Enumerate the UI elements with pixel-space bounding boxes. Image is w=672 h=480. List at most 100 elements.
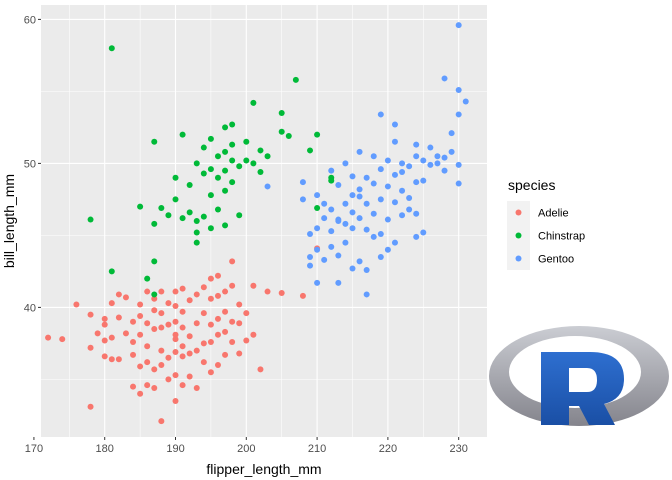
gentoo-point [391,199,398,206]
adelie-point [172,372,179,379]
chinstrap-point [222,222,229,229]
adelie-point [186,373,193,380]
gentoo-point [455,22,462,29]
chinstrap-point [222,167,229,174]
adelie-point [264,288,271,295]
adelie-point [144,288,151,295]
adelie-point [207,369,214,376]
adelie-point [158,324,165,331]
adelie-point [236,350,243,357]
adelie-point [101,315,108,322]
r-logo-letter [541,352,624,425]
chinstrap-point [222,148,229,155]
adelie-point [214,292,221,299]
gentoo-point [384,246,391,253]
gentoo-point [384,216,391,223]
adelie-point [87,311,94,318]
gentoo-point [363,266,370,273]
adelie-point [130,318,137,325]
chinstrap-point [278,110,285,116]
gentoo-point [427,144,434,151]
gentoo-point [335,182,342,188]
adelie-point [108,356,115,363]
x-tick-label: 210 [308,443,326,455]
chinstrap-point [236,163,243,170]
adelie-point [115,356,122,363]
gentoo-point [377,230,384,237]
chinstrap-point [285,133,292,140]
chinstrap-point [87,216,94,223]
adelie-point [250,282,257,289]
gentoo-point [448,130,455,137]
chinstrap-point [144,275,151,282]
y-tick-label: 60 [24,14,36,26]
adelie-point [151,385,158,392]
adelie-point [165,321,172,328]
adelie-point [101,321,108,328]
gentoo-point [399,187,406,194]
gentoo-point [349,225,356,232]
gentoo-point [420,177,427,184]
legend: species Adelie Chinstrap Gentoo [507,177,585,270]
gentoo-point [434,160,441,167]
x-axis-title: flipper_length_mm [206,461,321,477]
chinstrap-point [207,225,214,232]
adelie-point [172,331,179,338]
adelie-point [186,350,193,357]
chinstrap-point [214,206,221,213]
minor-gridlines [41,5,487,437]
gentoo-point [413,233,420,240]
gentoo-point [370,210,377,217]
chinstrap-point [193,160,200,167]
gentoo-point [377,254,384,260]
adelie-point [179,324,186,331]
gentoo-point [406,163,413,170]
legend-label-adelie: Adelie [538,208,569,220]
chinstrap-point [151,138,158,145]
x-tick-label: 230 [450,443,468,455]
gentoo-point [356,186,363,193]
adelie-point [214,362,221,368]
chinstrap-point [207,192,214,199]
adelie-point [137,331,144,338]
gentoo-point [349,209,356,216]
adelie-point [87,403,94,410]
chinstrap-point [328,177,335,184]
chinstrap-point [151,258,158,265]
adelie-point [200,340,207,347]
adelie-point [115,291,122,298]
chinstrap-point [186,182,193,188]
adelie-point [59,336,66,343]
chinstrap-point [314,131,321,138]
adelie-point [229,258,236,265]
adelie-point [87,344,94,351]
gentoo-point [328,243,335,250]
gentoo-point [370,180,377,187]
gentoo-point [455,111,462,118]
chinstrap-point [151,291,158,298]
adelie-point [144,343,151,350]
adelie-point [186,333,193,340]
adelie-point [222,308,229,315]
gentoo-point [342,160,349,167]
adelie-point [229,318,236,325]
gentoo-point [321,200,328,207]
chinstrap-point [229,141,236,148]
gentoo-point [434,153,441,160]
gentoo-point [264,183,271,190]
adelie-point [165,376,172,383]
adelie-point [158,288,165,295]
adelie-point [207,321,214,328]
adelie-point [172,336,179,343]
chinstrap-point [278,128,285,135]
adelie-point [193,291,200,298]
gentoo-point [441,167,448,174]
gentoo-point [335,252,342,259]
gentoo-point [391,138,398,145]
chinstrap-point [229,179,236,186]
adelie-point [299,292,306,299]
gentoo-point [455,180,462,187]
adelie-point [229,338,236,345]
chinstrap-point [172,174,179,181]
chinstrap-point [137,203,144,210]
